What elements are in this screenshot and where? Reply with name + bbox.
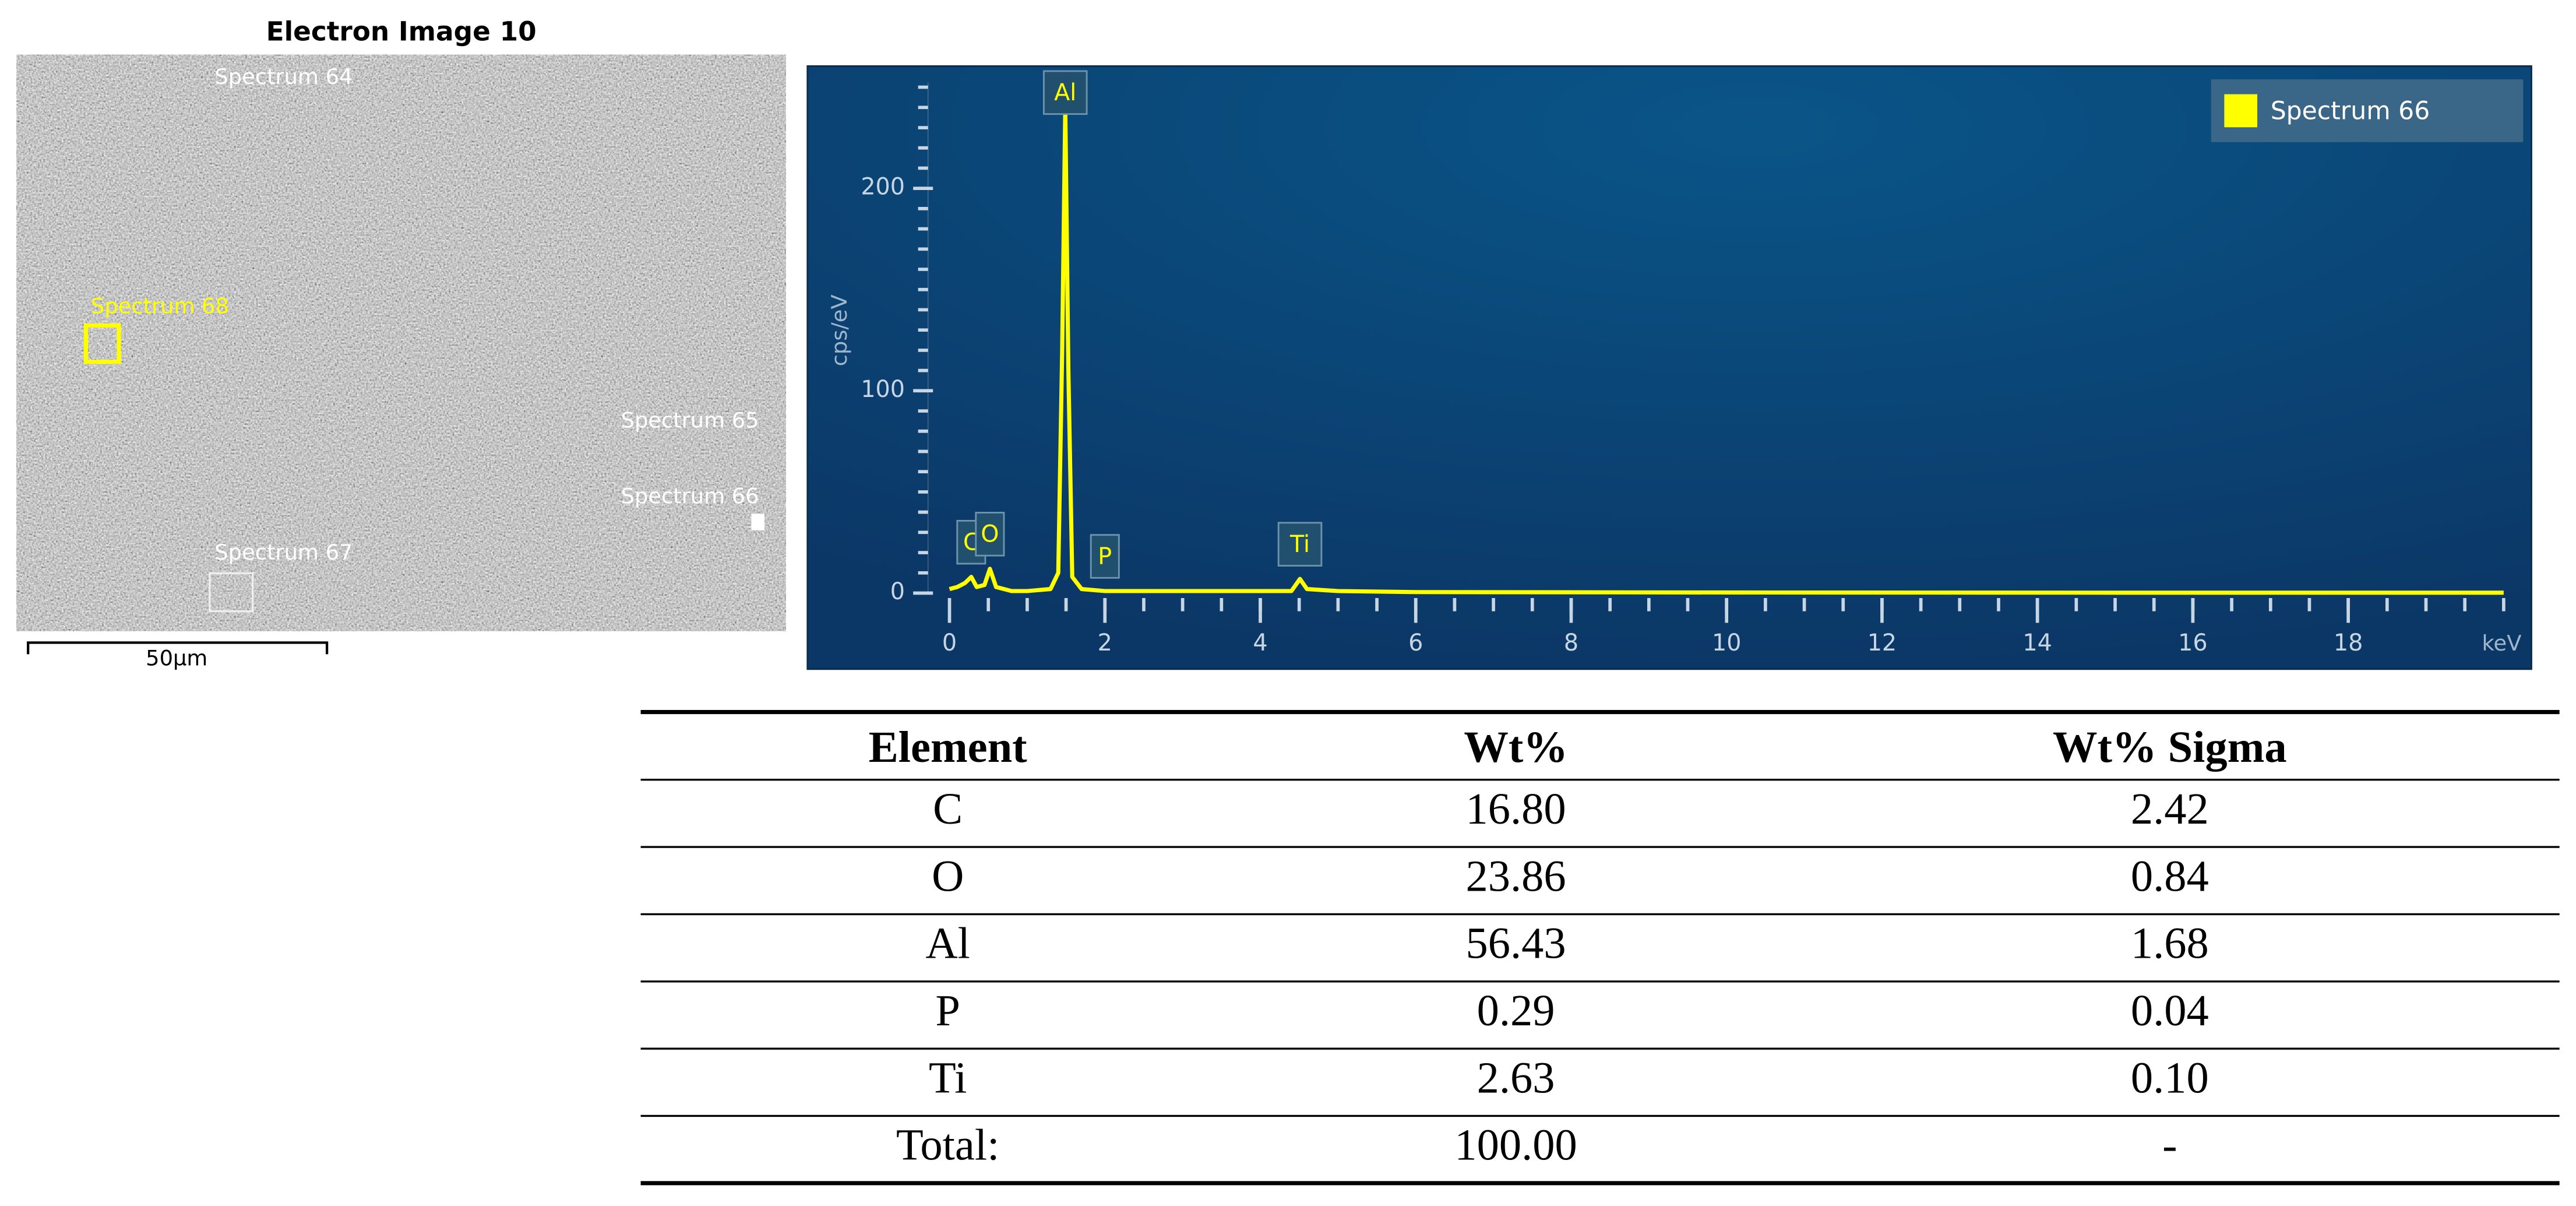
table-cell: 0.29 xyxy=(1477,986,1555,1035)
table-cell: Ti xyxy=(929,1053,967,1102)
table-cell: 1.68 xyxy=(2131,919,2209,968)
table-cell: C xyxy=(933,784,963,834)
sem-image xyxy=(16,54,786,631)
x-tick-label: 0 xyxy=(942,630,957,656)
peak-label: P xyxy=(1098,543,1112,570)
table-cell: Al xyxy=(925,919,970,968)
table-cell: 2.42 xyxy=(2131,784,2209,834)
peak-label-box xyxy=(1277,522,1323,567)
spectrum-label: Spectrum 66 xyxy=(621,484,759,509)
y-tick-label: 0 xyxy=(890,578,905,605)
x-tick-label: 18 xyxy=(2334,630,2363,656)
x-tick-label: 12 xyxy=(1867,630,1897,656)
x-tick-label: 10 xyxy=(1712,630,1741,656)
spectrum-line xyxy=(949,105,2504,595)
table-cell: 0.84 xyxy=(2131,851,2209,901)
spectrum-point xyxy=(751,514,765,530)
scale-bar xyxy=(27,641,329,655)
table-cell: P xyxy=(935,986,960,1035)
x-tick-label: 16 xyxy=(2178,630,2207,656)
table-header: Wt% xyxy=(1464,722,1567,772)
x-tick-label: 14 xyxy=(2022,630,2052,656)
table-cell: O xyxy=(932,851,964,901)
y-tick-label: 200 xyxy=(861,174,905,201)
x-tick-label: 6 xyxy=(1408,630,1423,656)
x-tick-label: 8 xyxy=(1564,630,1578,656)
legend-label: Spectrum 66 xyxy=(2271,97,2430,125)
legend-swatch xyxy=(2224,94,2258,128)
legend xyxy=(2211,79,2524,142)
spectrum-label: Spectrum 68 xyxy=(91,294,229,319)
spectrum-label: Spectrum 67 xyxy=(214,540,353,565)
peak-label: Al xyxy=(1054,79,1076,106)
x-tick-label: 2 xyxy=(1098,630,1112,656)
y-tick-label: 100 xyxy=(861,376,905,403)
image-title: Electron Image 10 xyxy=(266,16,537,47)
table-cell: 56.43 xyxy=(1466,919,1566,968)
peak-label: O xyxy=(981,521,999,548)
peak-label-box xyxy=(1090,534,1120,579)
table-cell: 0.04 xyxy=(2131,986,2209,1035)
peak-label-box xyxy=(975,512,1005,557)
table-header: Element xyxy=(869,722,1027,772)
spectrum-box xyxy=(83,323,121,364)
x-tick-label: 4 xyxy=(1253,630,1267,656)
table-cell: 2.63 xyxy=(1477,1053,1555,1102)
table-cell: 100.00 xyxy=(1454,1120,1577,1170)
y-axis-label: cps/eV xyxy=(827,294,852,366)
x-axis-label: keV xyxy=(2482,631,2522,656)
spectrum-box xyxy=(209,572,254,613)
table-cell: - xyxy=(2162,1120,2177,1170)
scale-bar-label: 50µm xyxy=(146,645,207,670)
peak-label-box xyxy=(1042,70,1088,115)
spectrum-label: Spectrum 64 xyxy=(214,64,353,89)
spectrum-label: Spectrum 65 xyxy=(621,407,759,433)
table-cell: Total: xyxy=(896,1120,999,1170)
table-header: Wt% Sigma xyxy=(2053,722,2287,772)
table-cell: 0.10 xyxy=(2131,1053,2209,1102)
peak-label: Ti xyxy=(1289,531,1310,558)
table-cell: 16.80 xyxy=(1466,784,1566,834)
table-cell: 23.86 xyxy=(1466,851,1566,901)
